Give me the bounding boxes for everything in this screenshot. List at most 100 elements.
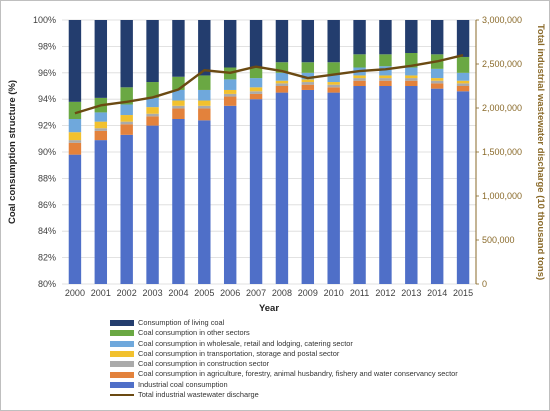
y-tick-label: 82% xyxy=(38,253,56,263)
bar-segment xyxy=(327,62,340,75)
x-tick-label: 2012 xyxy=(375,288,395,298)
bar-segment xyxy=(68,119,82,133)
bar-segment xyxy=(68,142,82,155)
bar-segment xyxy=(301,20,315,63)
x-tick-label: 2014 xyxy=(427,288,447,298)
bar-segment xyxy=(456,80,470,84)
bar-segment xyxy=(456,72,470,81)
bar-segment xyxy=(198,120,211,284)
legend-swatch xyxy=(110,381,134,388)
bar-segment xyxy=(327,84,340,88)
x-tick-label: 2000 xyxy=(65,288,85,298)
bar-segment xyxy=(94,140,108,284)
bar-segment xyxy=(68,132,82,141)
legend-item: Consumption of living coal xyxy=(110,318,530,328)
y-tick-label: 88% xyxy=(38,173,56,183)
bar-segment xyxy=(198,100,211,106)
legend-label: Consumption of living coal xyxy=(138,318,225,327)
bar-segment xyxy=(146,125,159,284)
bar-segment xyxy=(275,92,289,284)
bar-segment xyxy=(146,20,159,83)
wastewater-line xyxy=(74,54,464,115)
bar-segment xyxy=(120,134,133,284)
bar-segment xyxy=(301,82,315,85)
bar-segment xyxy=(249,87,263,92)
bar-segment xyxy=(198,20,211,76)
bar-segment xyxy=(379,86,392,284)
bar-segment xyxy=(275,83,289,86)
legend-item: Total industrial wastewater discharge xyxy=(110,390,530,400)
bar-segment xyxy=(172,108,185,119)
bar-segment xyxy=(430,80,444,84)
legend-item: Coal consumption in construction sector xyxy=(110,359,530,369)
bar-segment xyxy=(146,116,159,126)
bar-segment xyxy=(120,124,133,135)
legend-label: Coal consumption in construction sector xyxy=(138,359,270,369)
bar-segment xyxy=(405,80,418,86)
legend-item: Industrial coal consumption xyxy=(110,380,530,390)
y-tick-label: 100% xyxy=(33,15,56,25)
y2-axis-title: Total industrial wastewater discharge (1… xyxy=(535,24,546,280)
bar-segment xyxy=(327,20,340,63)
x-tick-label: 2009 xyxy=(298,288,318,298)
bar-segment xyxy=(68,140,82,143)
bar-segment xyxy=(327,87,340,93)
bar-segment xyxy=(198,105,211,109)
bar-segment xyxy=(275,80,289,84)
y2-tick-label: 1,000,000 xyxy=(482,191,522,201)
bar-segment xyxy=(301,79,315,83)
legend-swatch xyxy=(110,361,134,368)
bar-segment xyxy=(223,79,237,90)
bar-segment xyxy=(120,115,133,122)
bar-segment xyxy=(172,100,185,106)
legend-swatch xyxy=(110,340,134,347)
bar-segment xyxy=(198,89,211,101)
bar-segment xyxy=(301,72,315,80)
bar-segment xyxy=(456,56,470,73)
y2-tick-label: 0 xyxy=(482,279,487,289)
y-axis-title: Coal consumption structure (%) xyxy=(7,80,18,224)
legend-label: Industrial coal consumption xyxy=(138,379,228,389)
bar-segment xyxy=(405,75,418,79)
bar-segment xyxy=(405,78,418,81)
bar-segment xyxy=(223,20,237,68)
y2-tick-label: 3,000,000 xyxy=(482,15,522,25)
x-tick-label: 2010 xyxy=(324,288,344,298)
bar-segment xyxy=(275,72,289,81)
legend-swatch xyxy=(110,371,134,378)
bar-segment xyxy=(353,86,366,284)
bar-segment xyxy=(68,101,82,119)
y2-tick-label: 2,000,000 xyxy=(482,103,522,113)
bar-segment xyxy=(249,91,263,94)
y-tick-label: 94% xyxy=(38,94,56,104)
bar-segment xyxy=(94,112,108,122)
bar-segment xyxy=(94,121,108,129)
legend-item: Coal consumption in other sectors xyxy=(110,328,530,338)
bar-segment xyxy=(379,80,392,86)
bar-segment xyxy=(301,89,315,285)
y-tick-label: 90% xyxy=(38,147,56,157)
bar-segment xyxy=(172,105,185,109)
legend-swatch xyxy=(110,393,134,397)
x-tick-label: 2005 xyxy=(194,288,214,298)
y2-tick-label: 500,000 xyxy=(482,235,515,245)
legend-label: Coal consumption in agriculture, forestr… xyxy=(138,369,458,379)
legend-item: Coal consumption in agriculture, forestr… xyxy=(110,369,530,379)
legend-swatch xyxy=(110,320,134,327)
bar-segment xyxy=(94,128,108,131)
bar-segment xyxy=(223,89,237,94)
x-tick-label: 2015 xyxy=(453,288,473,298)
x-tick-label: 2004 xyxy=(168,288,188,298)
bar-segment xyxy=(301,62,315,73)
y-tick-label: 98% xyxy=(38,41,56,51)
bar-segment xyxy=(353,78,366,81)
bar-segment xyxy=(146,97,159,108)
legend-swatch xyxy=(110,351,134,358)
bar-segment xyxy=(456,20,470,57)
bar-segment xyxy=(172,20,185,77)
bar-segment xyxy=(172,119,185,284)
bar-segment xyxy=(172,89,185,101)
bar-segment xyxy=(430,88,444,284)
bar-segment xyxy=(327,82,340,85)
